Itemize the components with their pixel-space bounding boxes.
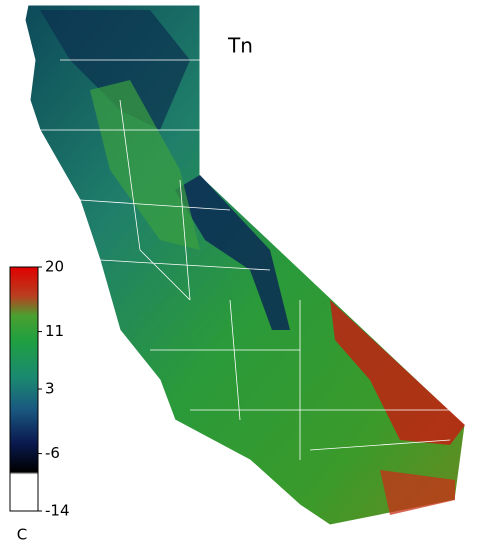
map-title: Tn	[227, 34, 253, 58]
colorbar-unit: C	[17, 526, 27, 544]
colorbar	[9, 266, 39, 512]
colorbar-tick-label: -6	[45, 444, 60, 462]
colorbar-tick-label: 20	[45, 258, 64, 276]
colorbar-tick-label: 11	[45, 322, 64, 340]
county-lines	[40, 59, 460, 460]
colorbar-tick-label: -14	[45, 502, 70, 520]
north-cold	[40, 10, 190, 130]
california	[24, 4, 466, 526]
desert-hot	[330, 300, 465, 445]
sierra-cold	[175, 175, 290, 330]
colorbar-scale	[9, 266, 39, 512]
desert-hot-south	[380, 470, 455, 515]
valley-warm	[90, 80, 200, 250]
colorbar-tick-label: 3	[45, 380, 55, 398]
